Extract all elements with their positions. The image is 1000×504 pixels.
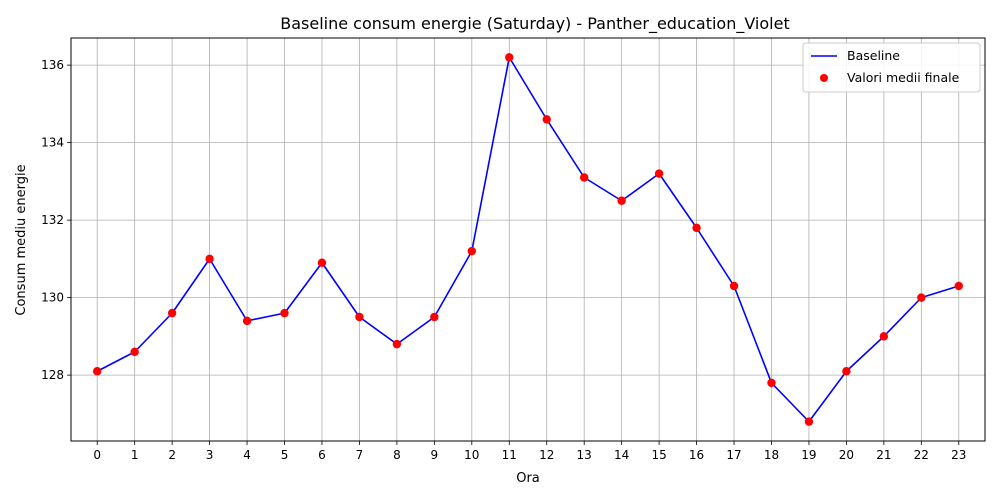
data-point [242, 316, 252, 326]
data-point [467, 246, 477, 256]
x-tick-label: 13 [577, 448, 592, 462]
x-tick-label: 2 [168, 448, 176, 462]
data-point [842, 367, 851, 376]
data-point [167, 308, 177, 318]
data-point [130, 347, 139, 357]
x-tick-label: 0 [93, 448, 101, 462]
y-axis: 128 130 132 134 136 [41, 58, 71, 382]
series-line-baseline [96, 56, 960, 423]
data-point [430, 312, 439, 322]
x-tick-label: 3 [206, 448, 214, 462]
data-point [617, 196, 626, 205]
x-tick-label: 11 [502, 448, 517, 462]
x-tick-label: 12 [539, 448, 554, 462]
legend: Baseline Valori medii finale [802, 42, 981, 93]
grid [71, 38, 985, 441]
data-point [355, 312, 364, 322]
y-tick-label: 136 [41, 58, 64, 72]
legend-label-valori: Valori medii finale [847, 70, 960, 85]
x-tick-label: 4 [243, 448, 251, 462]
legend-box [802, 42, 981, 93]
x-axis-label: Ora [516, 471, 540, 486]
x-tick-label: 1 [131, 448, 139, 462]
x-tick-label: 7 [356, 448, 364, 462]
data-point [729, 281, 739, 291]
y-tick-label: 132 [41, 213, 64, 227]
x-tick-label: 21 [876, 448, 891, 462]
x-axis: 0 1 2 3 4 5 6 7 8 9 10 11 12 13 14 15 16 17 18 19 20 21 22 23 [93, 441, 966, 462]
y-axis-label: Consum mediu energie [14, 164, 29, 315]
x-tick-label: 20 [839, 448, 854, 462]
data-point [879, 332, 889, 341]
data-point [692, 223, 701, 233]
data-point [93, 367, 102, 376]
legend-label-baseline: Baseline [847, 48, 900, 63]
data-point [505, 53, 514, 62]
data-point [317, 258, 327, 267]
x-tick-label: 14 [614, 448, 629, 462]
x-tick-label: 8 [393, 448, 401, 462]
series-layer [93, 53, 963, 426]
x-tick-label: 16 [689, 448, 704, 462]
data-point [579, 173, 589, 182]
x-tick-label: 15 [651, 448, 666, 462]
data-point [767, 378, 776, 388]
x-tick-label: 19 [801, 448, 816, 462]
data-point [280, 308, 289, 318]
data-point [542, 115, 551, 124]
data-point [654, 169, 664, 178]
x-tick-label: 9 [431, 448, 439, 462]
data-point [954, 281, 963, 291]
x-tick-label: 10 [464, 448, 479, 462]
x-tick-label: 23 [951, 448, 966, 462]
x-tick-label: 6 [318, 448, 326, 462]
chart-title: Baseline consum energie (Saturday) - Pan… [280, 14, 789, 34]
x-tick-label: 5 [281, 448, 289, 462]
y-tick-label: 130 [41, 291, 64, 305]
y-tick-label: 134 [41, 136, 64, 150]
plot-frame [70, 37, 986, 442]
legend-marker-swatch [820, 74, 828, 82]
data-point [205, 254, 214, 264]
x-tick-label: 18 [764, 448, 779, 462]
x-tick-label: 22 [914, 448, 929, 462]
x-tick-label: 17 [726, 448, 741, 462]
y-tick-label: 128 [41, 368, 64, 382]
data-point [804, 417, 814, 426]
data-point [917, 293, 926, 302]
data-point [392, 339, 402, 349]
